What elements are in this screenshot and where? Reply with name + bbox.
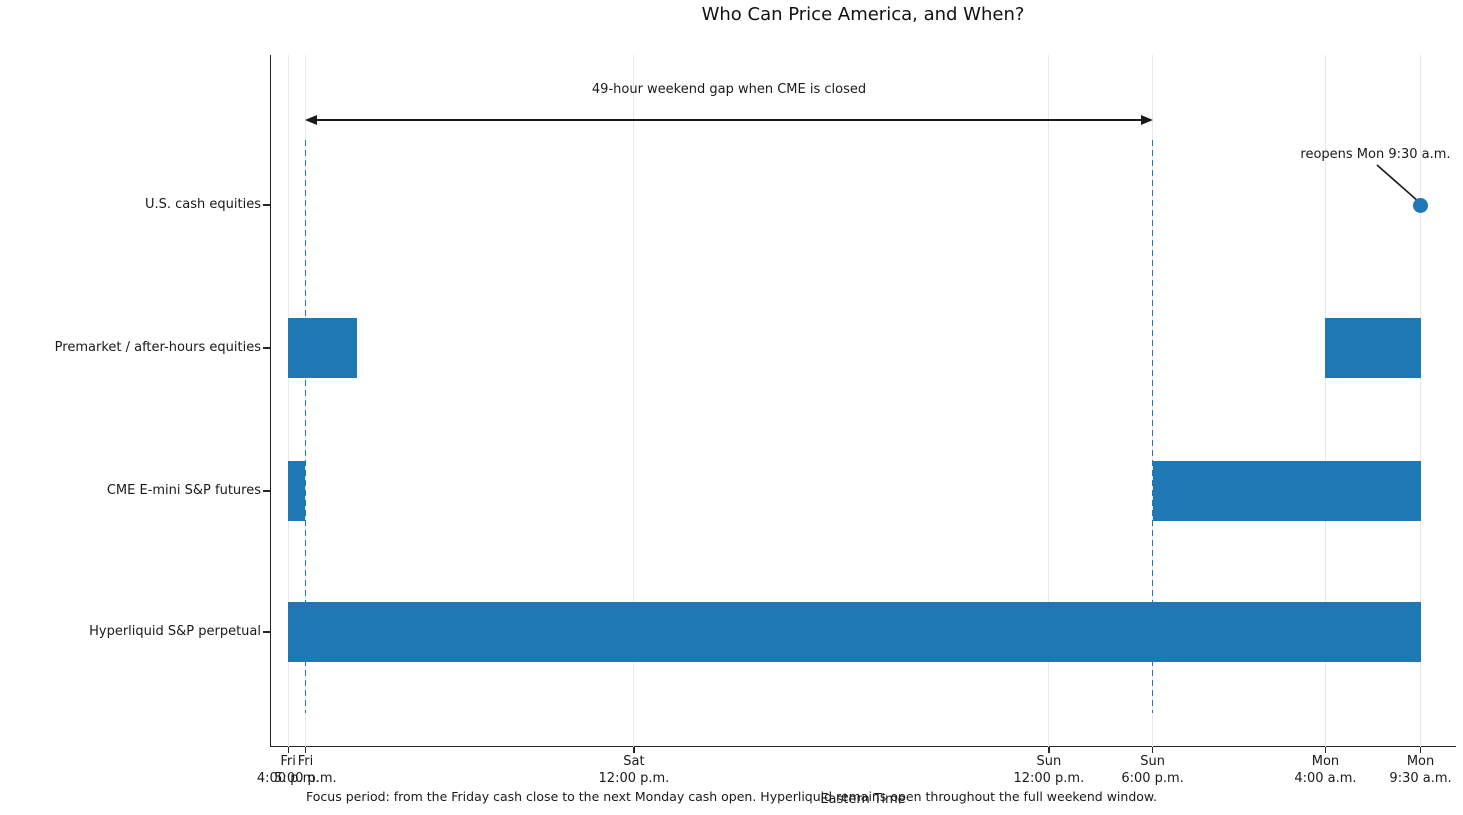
y-axis-label: U.S. cash equities [144, 197, 261, 212]
gap-arrow-left-head [305, 115, 318, 125]
bar-segment [1325, 318, 1421, 378]
bar-segment [288, 602, 1421, 662]
x-tick-mark [1151, 747, 1154, 753]
gridline [287, 55, 289, 747]
x-tick-label: Mon 4:00 a.m. [1294, 754, 1357, 786]
x-tick-label: Sat 12:00 p.m. [598, 754, 670, 786]
x-tick-mark [1419, 747, 1422, 753]
y-tick-mark [263, 631, 270, 633]
gridline [1048, 55, 1050, 747]
x-tick-label: Fri 4:00 p.m. [256, 754, 320, 786]
reopen-marker-dot [1413, 197, 1429, 213]
bar-segment [288, 461, 306, 521]
dashed-vline [1151, 140, 1154, 713]
chart-title: Who Can Price America, and When? [701, 4, 1025, 25]
x-tick-mark [287, 747, 289, 753]
bar-segment [288, 318, 358, 378]
y-axis-label: Premarket / after-hours equities [54, 340, 261, 355]
y-axis-label: CME E-mini S&P futures [106, 483, 261, 498]
gridline [633, 55, 635, 747]
x-tick-mark [633, 747, 635, 753]
reopen-leader-line [1376, 164, 1420, 203]
x-tick-mark [304, 747, 307, 753]
y-axis-label: Hyperliquid S&P perpetual [89, 624, 261, 639]
gap-arrow-right-head [1140, 115, 1153, 125]
x-tick-mark [1324, 747, 1327, 753]
x-tick-label: Sun 6:00 p.m. [1121, 754, 1184, 786]
gap-arrow-line [307, 119, 1151, 121]
reopen-annotation-label: reopens Mon 9:30 a.m. [1300, 147, 1451, 162]
y-tick-mark [263, 204, 270, 206]
x-tick-label: Mon 9:30 a.m. [1389, 754, 1452, 786]
x-tick-label: Sun 12:00 p.m. [1013, 754, 1085, 786]
y-tick-mark [263, 347, 270, 349]
x-tick-mark [1048, 747, 1050, 753]
gridline [1324, 55, 1326, 747]
x-axis-label: Eastern Time [820, 792, 906, 807]
gap-arrow-label: 49-hour weekend gap when CME is closed [591, 82, 867, 97]
dashed-vline [304, 140, 307, 713]
chart-caption: Focus period: from the Friday cash close… [306, 789, 1157, 804]
gridline [1420, 55, 1422, 747]
plot-area [270, 55, 1456, 747]
y-tick-mark [263, 490, 270, 492]
bar-segment [1152, 461, 1421, 521]
x-tick-label: Fri 5:00 p.m. [274, 754, 337, 786]
